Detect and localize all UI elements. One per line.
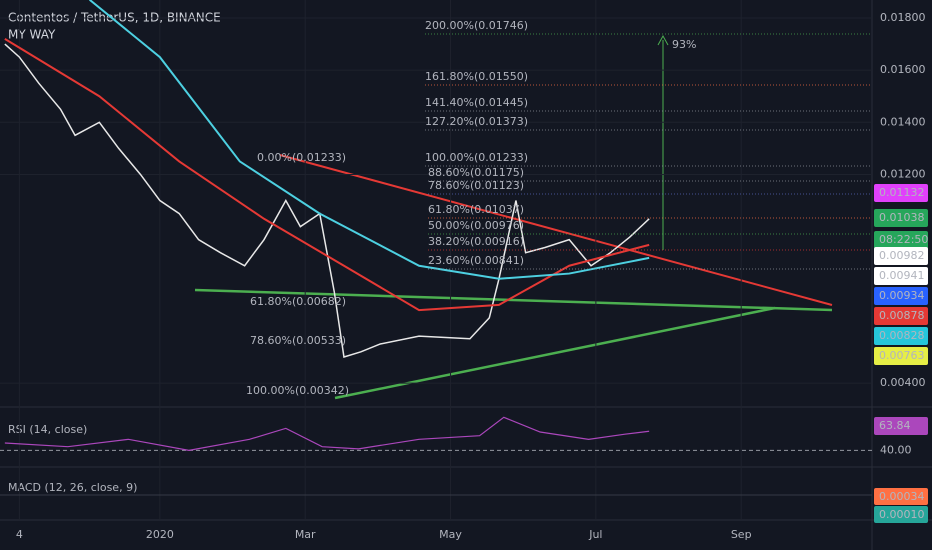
annotation: 141.40%(0.01445) <box>425 96 528 109</box>
annotation: 88.60%(0.01175) <box>428 166 524 179</box>
annotation: 23.60%(0.00841) <box>428 254 524 267</box>
annotation: 200.00%(0.01746) <box>425 19 528 32</box>
price-badge <box>874 287 928 305</box>
price-badge-label: 0.00934 <box>879 289 925 302</box>
price-badge-label: 0.00941 <box>879 269 925 282</box>
price-badge <box>874 247 928 265</box>
annotation: 61.80%(0.00682) <box>250 295 346 308</box>
y-tick-label: 0.01200 <box>880 167 926 180</box>
rsi-badge <box>874 417 928 435</box>
trend-line <box>279 154 833 306</box>
price-badge-label: 0.00878 <box>879 309 925 322</box>
price-line <box>88 0 650 280</box>
price-badge-label: 0.01132 <box>879 186 925 199</box>
price-badge-label: 0.01038 <box>879 211 925 224</box>
price-badge-label: 08:22:50 <box>879 233 928 246</box>
annotation: 0.00%(0.01233) <box>257 151 346 164</box>
price-badge <box>874 209 928 227</box>
price-badge <box>874 231 928 249</box>
x-tick-label: Mar <box>295 528 316 541</box>
price-badge <box>874 307 928 325</box>
macd-value: 0.00034 <box>879 490 925 503</box>
price-badge <box>874 347 928 365</box>
y-tick-label: 0.01400 <box>880 115 926 128</box>
rsi-tick-label: 40.00 <box>880 443 912 456</box>
x-tick-label: May <box>439 528 462 541</box>
rsi-label: RSI (14, close) <box>8 423 87 436</box>
y-tick-label: 0.01800 <box>880 11 926 24</box>
annotation: 78.60%(0.00533) <box>250 334 346 347</box>
x-tick-label: 4 <box>16 528 23 541</box>
price-badge <box>874 184 928 202</box>
price-badge-label: 0.00982 <box>879 249 925 262</box>
x-tick-label: 2020 <box>146 528 174 541</box>
rsi-value: 63.84 <box>879 419 911 432</box>
annotation: 78.60%(0.01123) <box>428 179 524 192</box>
macd-badge <box>874 488 928 505</box>
annotation: 100.00%(0.00342) <box>246 384 349 397</box>
price-badge <box>874 327 928 345</box>
annotation: 127.20%(0.01373) <box>425 115 528 128</box>
price-badge-label: 0.00763 <box>879 349 925 362</box>
y-tick-label: 0.01600 <box>880 63 926 76</box>
annotation: 93% <box>672 38 696 51</box>
x-tick-label: Sep <box>731 528 752 541</box>
annotation: 161.80%(0.01550) <box>425 70 528 83</box>
arrow-head <box>657 34 669 46</box>
macd-label: MACD (12, 26, close, 9) <box>8 481 137 494</box>
price-line <box>4 38 650 312</box>
macd-value: 0.00010 <box>879 508 925 521</box>
annotation: 50.00%(0.00976) <box>428 219 524 232</box>
x-tick-label: Jul <box>588 528 602 541</box>
annotation: 61.80%(0.01037) <box>428 203 524 216</box>
indicator: MY WAY <box>8 28 56 42</box>
y-tick-label: 0.00400 <box>880 376 926 389</box>
annotation: 100.00%(0.01233) <box>425 151 528 164</box>
price-badge <box>874 267 928 285</box>
macd-badge <box>874 506 928 523</box>
rsi-line <box>4 416 650 451</box>
annotation: 38.20%(0.00916) <box>428 235 524 248</box>
trend-line <box>194 288 833 312</box>
price-badge-label: 0.00828 <box>879 329 925 342</box>
